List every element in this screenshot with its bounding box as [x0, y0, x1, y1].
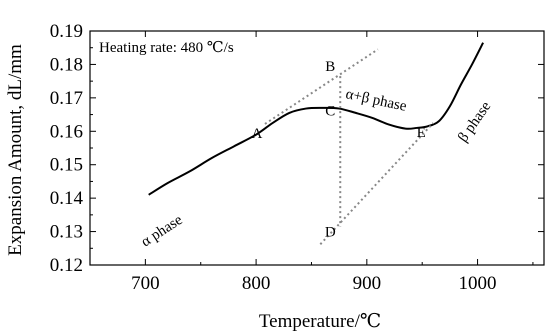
y-tick-label: 0.17	[50, 88, 83, 109]
tangent-line-2	[319, 122, 434, 245]
x-tick-label: 700	[131, 273, 160, 294]
annotation-layer: A B C D Eα phase α+β phase β phase	[138, 59, 494, 250]
heating-rate-annotation: Heating rate: 480 ℃/s	[99, 40, 234, 56]
point-label-a: A	[252, 126, 263, 142]
alpha-beta-phase-label: α+β phase	[344, 86, 408, 115]
x-axis-label: Temperature/℃	[259, 311, 381, 332]
y-tick-label: 0.12	[50, 255, 83, 276]
x-tick-label: 900	[353, 273, 382, 294]
y-tick-label: 0.19	[50, 21, 83, 42]
y-tick-label: 0.16	[50, 121, 83, 142]
alpha-phase-label: α phase	[138, 212, 185, 251]
point-label-e: E	[417, 125, 426, 141]
point-label-b: B	[325, 59, 335, 75]
x-tick-label: 800	[242, 273, 271, 294]
point-label-d: D	[325, 225, 336, 241]
y-tick-label: 0.13	[50, 222, 83, 243]
y-tick-label: 0.15	[50, 155, 83, 176]
series-layer	[148, 42, 484, 245]
beta-phase-label: β phase	[455, 99, 494, 146]
dilatation-curve	[148, 42, 484, 196]
point-label-c: C	[325, 104, 335, 120]
y-tick-label: 0.18	[50, 54, 83, 75]
axis-ticks: 700 800 900 1000 0.12 0.13 0.14 0.15 0.16 0.17 0.1…	[50, 21, 544, 294]
x-tick-label: 1000	[459, 273, 497, 294]
y-tick-label: 0.14	[50, 188, 84, 209]
y-axis-label: Expansion Amount, dL/mm	[5, 44, 26, 256]
tangent-line-1	[264, 48, 379, 125]
